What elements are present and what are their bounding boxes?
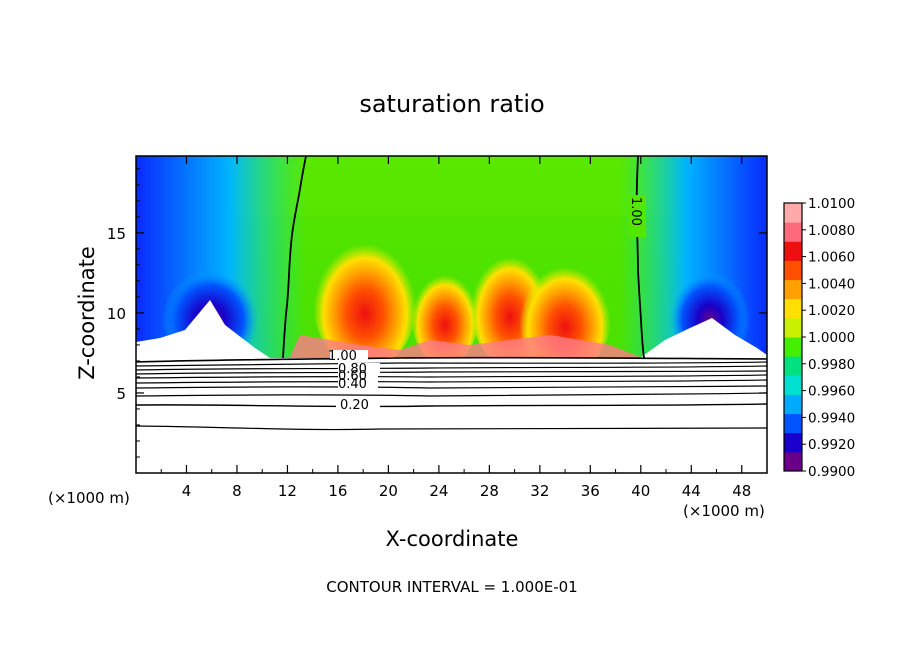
x-unit-label-left: (×1000 m)	[48, 489, 130, 507]
contour-line-0.8	[136, 365, 767, 371]
contour-label-mask-right	[628, 195, 646, 237]
contour-line-0.6	[136, 374, 767, 379]
colorbar-swatch	[784, 260, 802, 281]
contour-line-0.1	[136, 425, 767, 431]
contour-label: 1.00	[328, 349, 357, 364]
chart-title: saturation ratio	[359, 90, 544, 118]
contour-label-mask-2	[338, 363, 380, 375]
contour-interval-note: CONTOUR INTERVAL = 1.000E-01	[326, 578, 577, 596]
colorbar-label: 1.0080	[808, 223, 855, 239]
colorbar-swatch	[784, 451, 802, 472]
contour-line-0.5	[136, 379, 767, 384]
core-x18	[313, 230, 417, 370]
colorbar-label: 0.9920	[808, 437, 855, 453]
colorbar-label: 0.9900	[808, 464, 855, 480]
colorbar-swatch	[784, 337, 802, 357]
contour-label-mask-4	[336, 397, 380, 411]
contour-line-1.0	[136, 356, 767, 363]
colorbar-label: 1.0020	[808, 303, 855, 319]
x-tick-label: 8	[232, 482, 242, 500]
y-tick-label: 10	[107, 305, 126, 323]
x-tick-label: 48	[732, 482, 751, 500]
contour-label-mask-3	[338, 376, 378, 388]
colorbar-swatch	[784, 317, 802, 338]
colorbar-label: 1.0100	[808, 196, 855, 212]
y-tick-label: 15	[107, 225, 126, 243]
contour-label: 0.20	[340, 398, 369, 413]
colorbar-label: 1.0060	[808, 250, 855, 266]
x-tick-label: 36	[581, 482, 600, 500]
contour-line-0.7	[136, 370, 767, 375]
colorbar-label: 0.9980	[808, 357, 855, 373]
colorbar-swatch	[784, 394, 802, 415]
x-axis-title: X-coordinate	[386, 527, 519, 551]
colorbar-label: 0.9960	[808, 384, 855, 400]
colorbar-label: 1.0040	[808, 276, 855, 292]
colorbar-swatch	[784, 222, 802, 242]
colorbar-swatch	[784, 375, 802, 395]
cloud-base-pink-band	[290, 335, 640, 357]
colorbar-swatch	[784, 279, 802, 300]
colorbar-swatch	[784, 241, 802, 261]
saturation-isoline-left	[282, 156, 307, 359]
contour-label-mask-1	[330, 350, 368, 362]
x-tick-label: 4	[182, 482, 192, 500]
contour-line-0.4	[136, 385, 767, 389]
contour-label: 0.80	[338, 362, 367, 377]
colorbar-swatch	[784, 413, 802, 434]
contour-label: 0.40	[338, 377, 367, 392]
colorbar-swatch	[784, 298, 802, 319]
x-tick-label: 12	[278, 482, 297, 500]
y-axis: 5 10 15	[107, 168, 767, 458]
x-axis: 4 8 12 16 20 24 28 32 36 40 44 48	[160, 156, 751, 500]
unsaturated-region	[136, 300, 767, 473]
contour-label-right: 1.00	[628, 197, 643, 226]
x-tick-label: 28	[480, 482, 499, 500]
x-tick-label: 24	[429, 482, 448, 500]
colorbar: 1.0100 1.0080 1.0060 1.0040 1.0020 1.0000 0.99…	[783, 196, 855, 480]
contour-line-0.3	[136, 392, 767, 397]
x-tick-label: 16	[328, 482, 347, 500]
plot-area: 1.00 0.80 0.60 0.40 0.20 1.00	[136, 156, 767, 473]
colorbar-swatch	[784, 203, 802, 223]
colorbar-label: 0.9940	[808, 410, 855, 426]
y-axis-title: Z-coordinate	[75, 246, 99, 380]
x-tick-label: 20	[379, 482, 398, 500]
plot-frame	[135, 155, 768, 474]
colorbar-label: 1.0000	[808, 330, 855, 346]
y-tick-label: 5	[116, 385, 126, 403]
contour-line-0.2	[136, 403, 767, 408]
x-tick-label: 32	[530, 482, 549, 500]
colorbar-swatch	[784, 356, 802, 376]
x-tick-label: 40	[631, 482, 650, 500]
core-x24	[411, 265, 479, 365]
contour-label: 0.60	[338, 369, 367, 384]
x-unit-label-right: (×1000 m)	[683, 502, 765, 520]
contour-line-0.9	[136, 361, 767, 367]
x-tick-label: 44	[682, 482, 701, 500]
colorbar-swatch	[784, 432, 802, 453]
